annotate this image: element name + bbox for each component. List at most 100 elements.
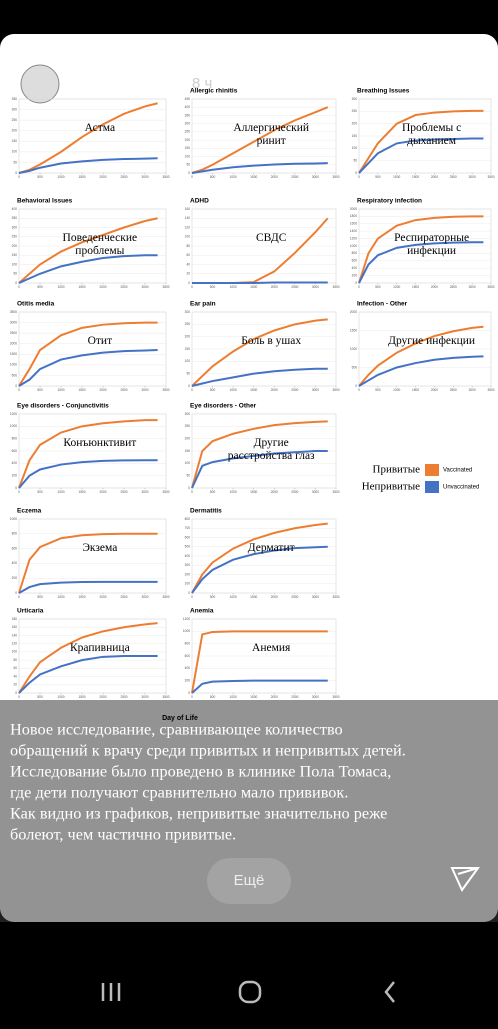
chart-title: Urticaria xyxy=(17,608,44,615)
y-tick-label: 3000 xyxy=(10,320,17,324)
y-tick-label: 40 xyxy=(13,674,17,678)
y-tick-label: 800 xyxy=(185,517,191,521)
x-tick-label: 0 xyxy=(18,388,20,392)
caption-line: Новое исследование, сравнивающее количес… xyxy=(10,720,343,739)
y-tick-label: 400 xyxy=(12,461,18,465)
x-tick-label: 0 xyxy=(191,285,193,289)
y-tick-label: 200 xyxy=(12,576,18,580)
menu[interactable] xyxy=(463,72,467,90)
x-tick-label: 3000 xyxy=(312,388,319,392)
y-tick-label: 400 xyxy=(185,554,191,558)
x-tick-label: 2500 xyxy=(291,595,298,599)
y-tick-label: 2500 xyxy=(10,331,17,335)
y-tick-label: 100 xyxy=(12,262,18,266)
y-tick-label: 200 xyxy=(12,129,18,133)
y-tick-label: 0 xyxy=(15,591,17,595)
x-tick-label: 2500 xyxy=(120,388,127,392)
x-tick-label: 1500 xyxy=(78,388,85,392)
y-tick-label: 250 xyxy=(352,109,358,113)
y-tick-label: 50 xyxy=(186,372,190,376)
x-tick-label: 1500 xyxy=(78,595,85,599)
x-tick-label: 3500 xyxy=(332,285,339,289)
x-tick-label: 0 xyxy=(18,175,20,179)
y-tick-label: 0 xyxy=(188,691,190,695)
y-tick-label: 700 xyxy=(185,526,191,530)
y-tick-label: 150 xyxy=(185,449,191,453)
x-tick-label: 0 xyxy=(191,490,193,494)
avatar[interactable] xyxy=(21,65,59,103)
x-tick-label: 3500 xyxy=(487,388,494,392)
y-tick-label: 20 xyxy=(13,683,17,687)
annotation: Конъюнктивит xyxy=(63,437,136,449)
more-button[interactable]: Ещё xyxy=(234,872,265,889)
chart-title: Allergic rhinitis xyxy=(190,88,238,95)
y-tick-label: 400 xyxy=(12,561,18,565)
annotation: Другие инфекции xyxy=(388,335,475,347)
y-tick-label: 2000 xyxy=(350,310,357,314)
y-tick-label: 800 xyxy=(12,437,18,441)
x-tick-label: 1500 xyxy=(78,490,85,494)
y-tick-label: 250 xyxy=(185,130,191,134)
y-tick-label: 0 xyxy=(188,591,190,595)
y-tick-label: 1500 xyxy=(350,328,357,332)
x-tick-label: 2500 xyxy=(291,695,298,699)
progress-bar xyxy=(373,44,409,47)
x-tick-label: 1000 xyxy=(393,388,400,392)
chart-title: Dermatitis xyxy=(190,508,222,515)
x-tick-label: 500 xyxy=(210,490,216,494)
x-tick-label: 2000 xyxy=(431,285,438,289)
annotation: Экзема xyxy=(82,542,117,554)
y-tick-label: 2000 xyxy=(10,342,17,346)
y-tick-label: 200 xyxy=(185,138,191,142)
x-tick-label: 2000 xyxy=(431,388,438,392)
y-tick-label: 60 xyxy=(186,253,190,257)
x-tick-label: 2000 xyxy=(271,695,278,699)
y-tick-label: 200 xyxy=(185,335,191,339)
x-tick-label: 3000 xyxy=(469,285,476,289)
progress-bar xyxy=(292,44,328,47)
y-tick-label: 0 xyxy=(188,281,190,285)
y-tick-label: 50 xyxy=(13,272,17,276)
y-tick-label: 20 xyxy=(186,272,190,276)
y-tick-label: 600 xyxy=(352,259,358,263)
y-tick-label: 140 xyxy=(185,216,191,220)
x-tick-label: 500 xyxy=(37,695,43,699)
chart-title: Otitis media xyxy=(17,301,55,308)
x-tick-label: 1500 xyxy=(250,285,257,289)
y-tick-label: 100 xyxy=(352,146,358,150)
progress-bar xyxy=(130,44,166,47)
x-tick-label: 2000 xyxy=(271,285,278,289)
annotation: Астма xyxy=(85,122,115,134)
y-tick-label: 800 xyxy=(12,532,18,536)
annotation: ринит xyxy=(257,135,286,147)
x-tick-label: 1000 xyxy=(57,695,64,699)
x-tick-label: 1000 xyxy=(230,285,237,289)
x-tick-label: 0 xyxy=(191,595,193,599)
x-tick-label: 3500 xyxy=(332,595,339,599)
y-tick-label: 150 xyxy=(12,139,18,143)
x-tick-label: 3000 xyxy=(312,175,319,179)
annotation: Другие xyxy=(254,437,289,449)
y-tick-label: 300 xyxy=(12,225,18,229)
x-tick-label: 0 xyxy=(191,175,193,179)
y-tick-label: 1000 xyxy=(10,363,17,367)
progress-bar xyxy=(49,44,85,47)
y-tick-label: 800 xyxy=(352,251,358,255)
x-tick-label: 3000 xyxy=(141,175,148,179)
x-tick-label: 1500 xyxy=(412,175,419,179)
x-tick-label: 500 xyxy=(37,490,43,494)
username[interactable]: aman_tonio xyxy=(78,75,162,92)
x-tick-label: 1000 xyxy=(230,695,237,699)
y-tick-label: 100 xyxy=(185,154,191,158)
x-tick-label: 0 xyxy=(358,388,360,392)
y-tick-label: 0 xyxy=(188,384,190,388)
chart-title: Ear pain xyxy=(190,301,216,308)
y-tick-label: 100 xyxy=(12,650,18,654)
progress-bar xyxy=(211,44,247,47)
x-tick-label: 3000 xyxy=(141,285,148,289)
y-tick-label: 0 xyxy=(355,384,357,388)
chart-title: Respiratory infection xyxy=(357,198,422,205)
x-tick-label: 1000 xyxy=(230,595,237,599)
y-tick-label: 0 xyxy=(15,171,17,175)
